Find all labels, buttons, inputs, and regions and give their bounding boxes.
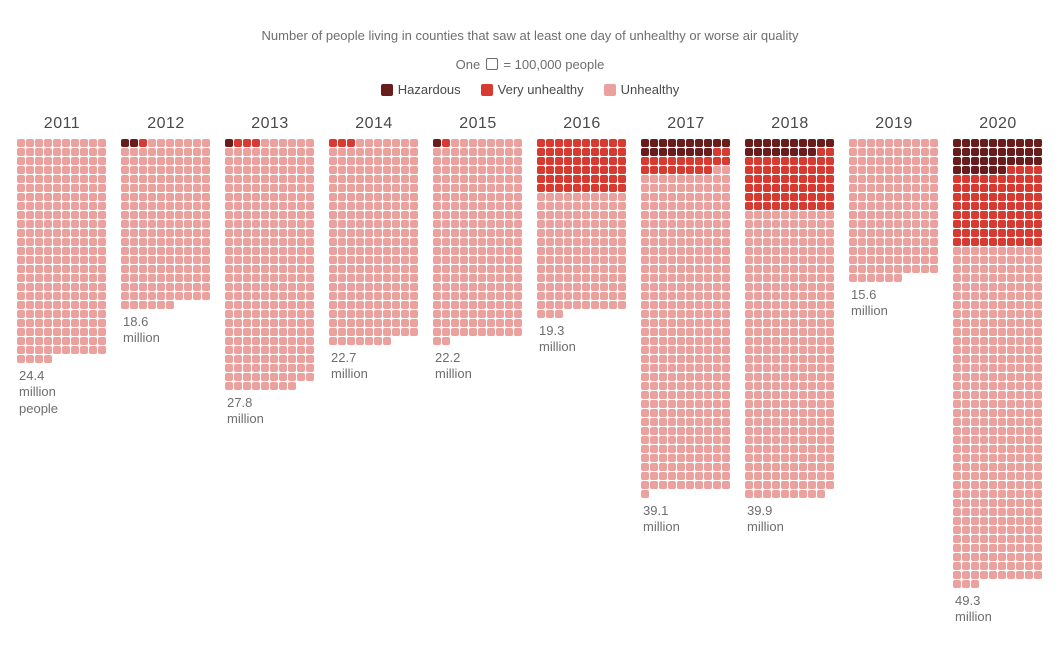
- waffle-grid: [953, 139, 1043, 589]
- chart-title: Number of people living in counties that…: [0, 28, 1060, 43]
- waffle-grid: [225, 139, 315, 391]
- years-row: 2011 24.4millionpeople 2012 18.6million 2013…: [0, 115, 1060, 626]
- waffle-grid: [641, 139, 731, 499]
- unit-key: One = 100,000 people: [0, 57, 1060, 72]
- value-label: 22.2million: [433, 350, 472, 383]
- year-column: 2015 22.2million: [433, 115, 523, 626]
- waffle-grid: [329, 139, 419, 346]
- value-label: 39.9million: [745, 503, 784, 536]
- year-column: 2014 22.7million: [329, 115, 419, 626]
- legend-swatch: [604, 84, 616, 96]
- value-label: 39.1million: [641, 503, 680, 536]
- year-label: 2012: [147, 115, 185, 133]
- legend-label: Unhealthy: [621, 82, 680, 97]
- legend-swatch: [381, 84, 393, 96]
- year-label: 2016: [563, 115, 601, 133]
- legend-label: Hazardous: [398, 82, 461, 97]
- value-label: 22.7million: [329, 350, 368, 383]
- year-label: 2011: [44, 115, 80, 133]
- value-label: 15.6million: [849, 287, 888, 320]
- year-label: 2019: [875, 115, 913, 133]
- unit-key-prefix: One: [456, 57, 484, 72]
- legend-label: Very unhealthy: [498, 82, 584, 97]
- value-label: 18.6million: [121, 314, 160, 347]
- value-label: 49.3million: [953, 593, 992, 626]
- waffle-grid: [433, 139, 523, 346]
- year-label: 2014: [355, 115, 393, 133]
- value-label: 19.3million: [537, 323, 576, 356]
- legend: Hazardous Very unhealthy Unhealthy: [0, 82, 1060, 97]
- year-label: 2018: [771, 115, 809, 133]
- year-column: 2020 49.3million: [953, 115, 1043, 626]
- unit-square-icon: [486, 58, 498, 70]
- waffle-grid: [17, 139, 107, 364]
- year-label: 2015: [459, 115, 497, 133]
- value-label: 24.4millionpeople: [17, 368, 58, 417]
- year-label: 2017: [667, 115, 705, 133]
- year-column: 2012 18.6million: [121, 115, 211, 626]
- legend-item: Unhealthy: [604, 82, 680, 97]
- year-column: 2011 24.4millionpeople: [17, 115, 107, 626]
- year-label: 2013: [251, 115, 289, 133]
- unit-key-suffix: = 100,000 people: [500, 57, 604, 72]
- legend-item: Very unhealthy: [481, 82, 584, 97]
- waffle-grid: [537, 139, 627, 319]
- year-column: 2019 15.6million: [849, 115, 939, 626]
- year-label: 2020: [979, 115, 1017, 133]
- value-label: 27.8million: [225, 395, 264, 428]
- legend-swatch: [481, 84, 493, 96]
- waffle-grid: [745, 139, 835, 499]
- year-column: 2016 19.3million: [537, 115, 627, 626]
- air-quality-isotype-chart: Number of people living in counties that…: [0, 0, 1060, 650]
- legend-item: Hazardous: [381, 82, 461, 97]
- waffle-grid: [849, 139, 939, 283]
- waffle-grid: [121, 139, 211, 310]
- year-column: 2017 39.1million: [641, 115, 731, 626]
- year-column: 2018 39.9million: [745, 115, 835, 626]
- year-column: 2013 27.8million: [225, 115, 315, 626]
